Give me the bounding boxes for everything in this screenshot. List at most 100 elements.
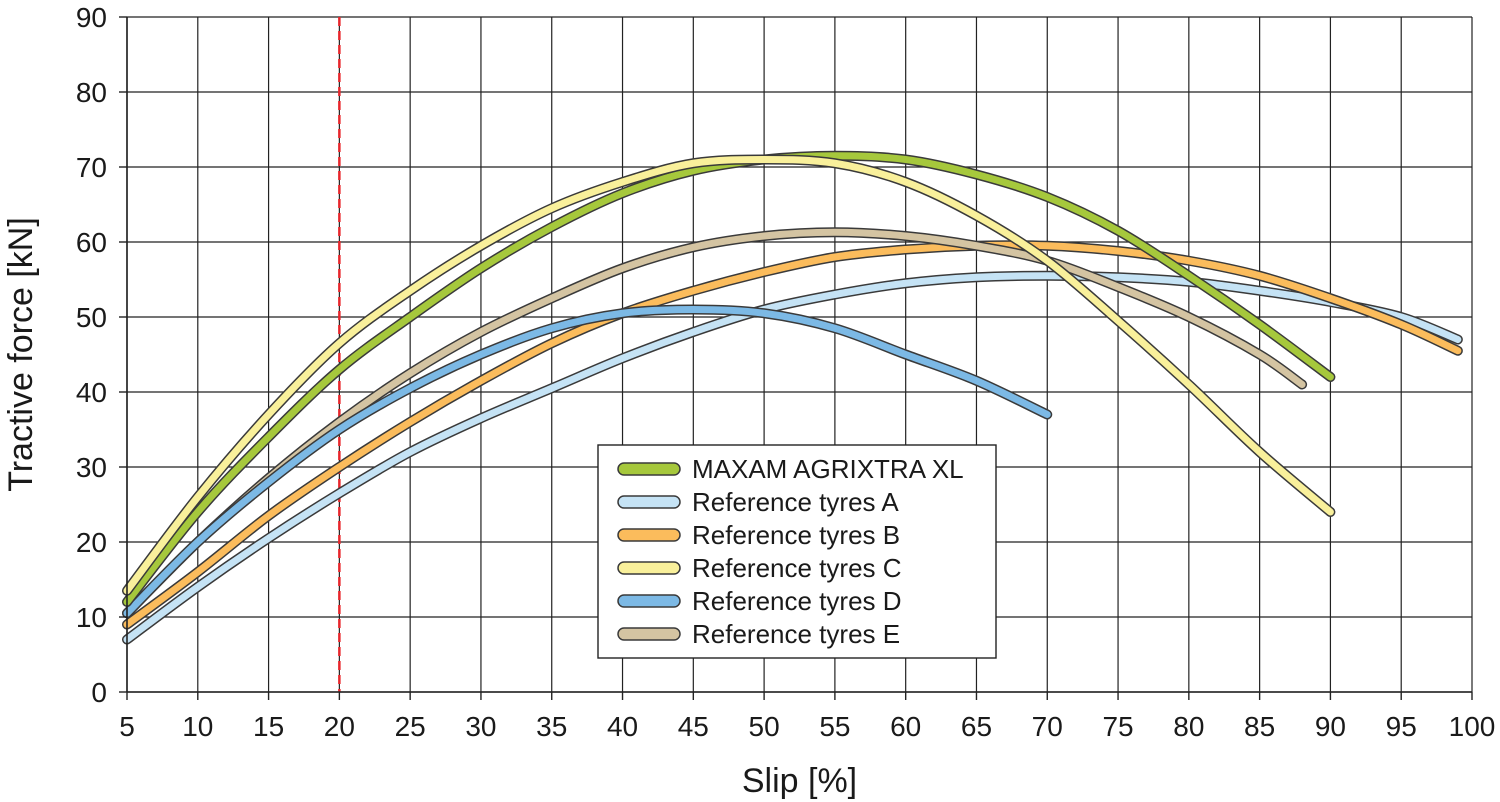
series-line [123,306,1051,617]
data-point [480,380,481,381]
legend-label: Reference tyres B [692,520,900,550]
y-tick-label: 30 [76,452,107,483]
data-point [1259,324,1260,325]
data-point [693,170,694,171]
series-reference-tyres-a [122,270,1463,645]
data-point [976,174,977,175]
data-point [1330,377,1331,378]
data-point [1118,230,1119,231]
data-point [551,328,552,329]
y-tick-label: 70 [76,152,107,183]
series-layer [122,150,1463,645]
data-point [834,257,835,258]
tick-labels: 5 10 15 20 25 30 35 40 45 50 55 60 65 70 75 80 85 90 95 100… [76,2,1496,742]
data-point [976,245,977,246]
data-point [339,429,340,430]
data-point [197,572,198,573]
data-point [339,422,340,423]
data-point [480,268,481,269]
legend-item-reference-tyres-c: Reference tyres C [617,553,902,583]
data-point [1188,260,1189,261]
legend-swatch [617,495,681,509]
data-point [905,236,906,237]
y-tick-label: 0 [91,677,107,708]
data-point [622,182,623,183]
data-point [197,587,198,588]
x-tick-label: 25 [395,711,426,742]
y-tick-label: 90 [76,2,107,33]
legend-swatch [617,561,681,575]
data-point [480,354,481,355]
legend-label: MAXAM AGRIXTRA XL [692,454,964,484]
data-point [410,373,411,374]
series-line [123,272,1462,643]
y-tick-label: 40 [76,377,107,408]
data-point [410,452,411,453]
legend-item-reference-tyres-d: Reference tyres D [617,586,902,616]
data-point [1118,251,1119,252]
x-tick-label: 50 [749,711,780,742]
legend-label: Reference tyres C [692,553,902,583]
axes [119,16,1473,700]
data-point [1259,290,1260,291]
data-point [339,369,340,370]
x-tick-label: 30 [465,711,496,742]
data-point [197,542,198,543]
data-point [1302,384,1303,385]
data-point [410,388,411,389]
data-point [551,208,552,209]
legend-swatch [617,462,681,476]
data-point [693,163,694,164]
legend-swatch [617,627,681,641]
data-point [1259,275,1260,276]
x-tick-label: 70 [1032,711,1063,742]
data-point [905,249,906,250]
data-point [1401,324,1402,325]
data-point [905,354,906,355]
data-point [1118,320,1119,321]
x-tick-label: 65 [961,711,992,742]
legend-box [597,444,997,659]
legend-item-reference-tyres-a: Reference tyres A [617,487,899,517]
data-point [268,515,269,516]
series-reference-tyres-d [122,304,1053,619]
data-point [480,245,481,246]
data-point [268,437,269,438]
data-point [1457,339,1458,340]
data-point [834,232,835,233]
data-point [905,159,906,160]
x-tick-label: 100 [1449,711,1496,742]
legend-label: Reference tyres D [692,586,902,616]
data-point [1047,260,1048,261]
data-point [905,283,906,284]
y-tick-label: 60 [76,227,107,258]
data-point [834,155,835,156]
data-point [410,317,411,318]
legend-item-reference-tyres-b: Reference tyres B [617,520,900,550]
data-point [410,422,411,423]
legend-item-reference-tyres-e: Reference tyres E [617,619,900,649]
data-point [480,418,481,419]
data-point [1047,275,1048,276]
x-tick-label: 75 [1102,711,1133,742]
data-point [976,380,977,381]
data-point [905,182,906,183]
data-point [622,358,623,359]
data-point [764,272,765,273]
x-tick-label: 40 [607,711,638,742]
data-point [410,290,411,291]
data-point [268,538,269,539]
data-point [764,159,765,160]
data-point [693,332,694,333]
data-point [693,290,694,291]
data-point [976,277,977,278]
data-point [1401,317,1402,318]
series-line [123,241,1462,628]
data-point [1047,414,1048,415]
data-point [1188,317,1189,318]
data-point [1118,287,1119,288]
data-point [551,343,552,344]
data-point [1330,512,1331,513]
series-maxam-agrixtra-xl [122,150,1336,607]
